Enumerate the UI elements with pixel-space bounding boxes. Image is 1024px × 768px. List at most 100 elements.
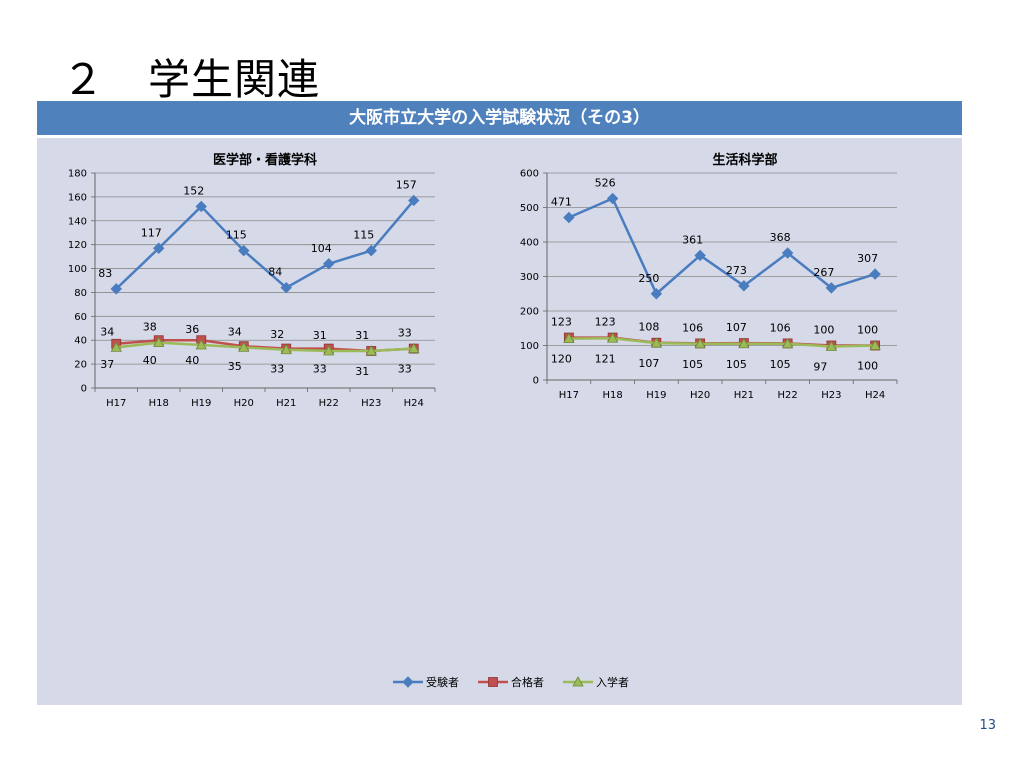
chart-1-ytick-label: 140 <box>68 216 87 227</box>
chart-2-series-2-data-label: 106 <box>682 321 703 334</box>
chart-1-xtick-label: H21 <box>276 398 296 409</box>
chart-2-ytick-label: 300 <box>520 272 539 283</box>
chart-1-series-3-point <box>323 345 335 356</box>
chart-1-series-3-data-label: 34 <box>100 325 114 338</box>
legend-2-marker <box>488 677 498 687</box>
chart-2-series-2-data-label: 123 <box>551 316 572 329</box>
chart-2-series-1-line <box>568 197 876 295</box>
section-banner: 大阪市立大学の入学試験状況（その3） <box>37 101 962 135</box>
chart-2-series-1-point <box>869 268 881 280</box>
chart-1-series-3-point <box>408 342 420 353</box>
chart-1-series-2-data-label: 33 <box>313 363 327 376</box>
chart-2-xtick-label: H17 <box>559 390 579 401</box>
chart-1-ytick-label: 40 <box>74 336 87 347</box>
chart-2-ytick-label: 600 <box>520 169 539 180</box>
chart-2-series-3-data-label: 97 <box>813 361 827 374</box>
chart-2-series-3-data-label: 105 <box>770 358 791 371</box>
chart-2-series-2-data-label: 123 <box>595 316 616 329</box>
chart-1-series-3-line <box>116 341 414 353</box>
chart-1-xtick-label: H18 <box>149 398 169 409</box>
chart-2-series-1-data-label: 273 <box>726 264 747 277</box>
chart-1-series-1-point <box>153 242 165 254</box>
chart-1-ytick-label: 120 <box>68 240 87 251</box>
chart-2-series-3-point <box>738 337 750 349</box>
chart-2-series-2-data-label: 106 <box>770 321 791 334</box>
chart-1-series-3-data-label: 31 <box>313 329 327 342</box>
chart-1-series-1-point <box>195 200 207 213</box>
chart-2-title: 生活科学部 <box>712 152 777 168</box>
chart-2-series-2-data-label: 107 <box>726 321 747 334</box>
chart-2-series-3-data-label: 120 <box>551 353 572 366</box>
chart-1-series-1-data-label: 104 <box>311 242 332 255</box>
chart-1-series-2-data-label: 40 <box>185 354 199 367</box>
chart-1-series-2-data-label: 37 <box>100 358 114 371</box>
chart-2-series-1-data-label: 368 <box>770 231 791 244</box>
chart-2-series-1-data-label: 361 <box>682 233 703 246</box>
legend-1-label: 受験者 <box>426 675 459 689</box>
chart-2-xtick-label: H19 <box>646 390 666 401</box>
chart-2-series-1-point <box>781 247 794 259</box>
chart-2-series-2-data-label: 108 <box>638 321 659 334</box>
chart-2-series-1-point <box>563 211 575 224</box>
chart-1-xtick-label: H24 <box>404 398 424 409</box>
chart-2-series-3-data-label: 100 <box>857 360 878 373</box>
chart-1-series-1-point <box>110 283 122 295</box>
chart-1-xtick-label: H23 <box>361 398 381 409</box>
chart-1-series-1-data-label: 152 <box>183 184 204 197</box>
chart-1-series-1-data-label: 84 <box>268 266 282 279</box>
chart-2-xtick-label: H24 <box>865 390 885 401</box>
chart-1-ytick-label: 160 <box>68 192 87 203</box>
chart-1-series-2-data-label: 33 <box>270 363 284 376</box>
chart-1-series-3-point <box>238 341 250 352</box>
chart-1-series-3-data-label: 33 <box>398 327 412 340</box>
chart-1-title: 医学部・看護学科 <box>213 152 317 168</box>
chart-2-xtick-label: H23 <box>821 390 841 401</box>
chart-2-series-1-point <box>825 282 838 294</box>
chart-2-series-1-point <box>694 249 706 262</box>
chart-1-xtick-label: H22 <box>319 398 339 409</box>
chart-1-ytick-label: 0 <box>81 384 87 395</box>
chart-2-ytick-label: 100 <box>520 341 539 352</box>
chart-2-series-3-point <box>650 337 663 348</box>
chart-1-series-1-data-label: 117 <box>141 226 162 239</box>
legend-1-marker <box>402 676 414 688</box>
page-number: 13 <box>979 718 996 733</box>
chart-1-series-3-point <box>153 336 165 348</box>
chart-1-ytick-label: 80 <box>74 288 87 299</box>
chart-1-series-1-line <box>115 199 415 290</box>
chart-2-series-3-point <box>606 332 619 343</box>
chart-2-ytick-label: 400 <box>520 238 539 249</box>
chart-2-series-3-point <box>869 339 881 350</box>
legend-3-marker <box>572 676 584 687</box>
chart-2-series-1-data-label: 250 <box>638 272 659 285</box>
chart-2-ytick-label: 200 <box>520 307 539 318</box>
chart-1-series-3-data-label: 32 <box>270 328 284 341</box>
chart-2-series-3-point <box>825 340 838 351</box>
chart-2-series-3-point <box>781 337 794 349</box>
chart-1-series-3-data-label: 31 <box>355 329 369 342</box>
chart-2-ytick-label: 0 <box>533 376 539 387</box>
chart-1-series-3-data-label: 36 <box>185 323 199 336</box>
chart-2-series-3-data-label: 105 <box>726 358 747 371</box>
chart-1-xtick-label: H17 <box>106 398 126 409</box>
chart-2-series-1-point <box>650 288 663 300</box>
chart-1-series-3-data-label: 34 <box>228 325 242 338</box>
chart-2-series-2-data-label: 100 <box>813 324 834 337</box>
chart-1-series-1-point <box>408 194 420 207</box>
chart-1-series-1-point <box>238 244 250 257</box>
chart-1-ytick-label: 60 <box>74 312 87 323</box>
chart-1-ytick-label: 20 <box>74 360 87 371</box>
chart-2-series-1-point <box>606 192 619 205</box>
chart-1-ytick-label: 100 <box>68 264 87 275</box>
chart-2-series-3-data-label: 107 <box>638 357 659 370</box>
chart-2-series-1-data-label: 471 <box>551 196 572 209</box>
chart-2-xtick-label: H21 <box>734 390 754 401</box>
chart-2-series-3-line <box>568 337 876 348</box>
chart-1-series-3-data-label: 38 <box>143 321 157 334</box>
chart-1-series-1-data-label: 115 <box>353 229 374 242</box>
chart-1-series-3-point <box>195 339 207 350</box>
chart-1-ytick-label: 180 <box>68 169 87 180</box>
chart-2-series-3-point <box>694 337 706 349</box>
legend-2-label: 合格者 <box>511 675 544 689</box>
chart-2-series-1-data-label: 307 <box>857 252 878 265</box>
